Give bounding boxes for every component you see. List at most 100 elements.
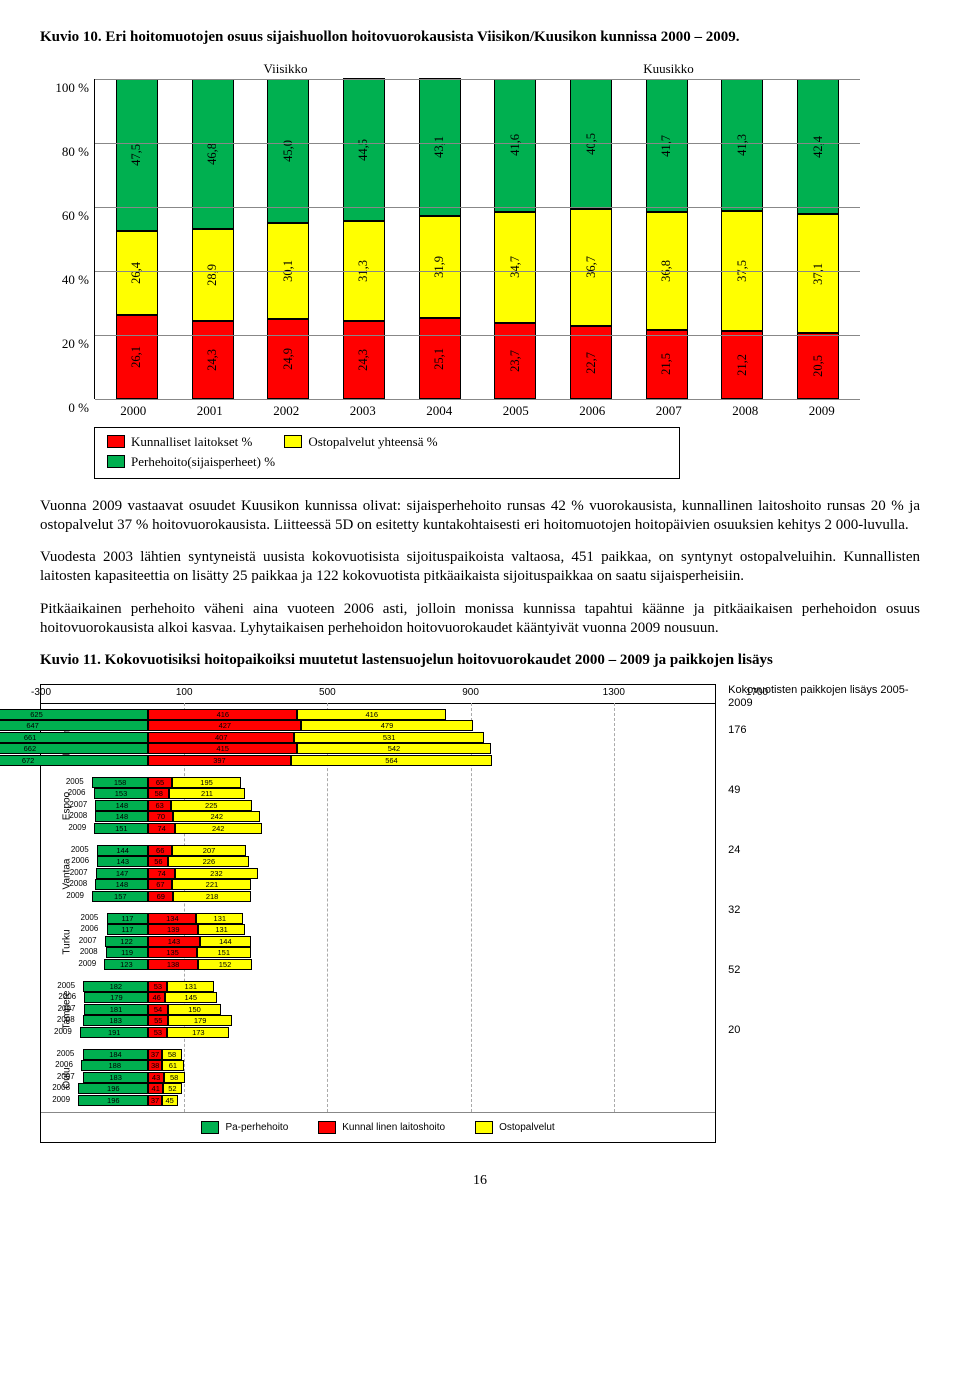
seg-yellow: 131 <box>196 913 243 924</box>
seg-red: 58 <box>148 788 169 799</box>
bar-column: 21,237,541,3 <box>707 79 779 399</box>
kuvio11-legend: Pa-perhehoitoKunnal linen laitoshoitoOst… <box>41 1112 715 1142</box>
seg-yellow: 225 <box>171 800 252 811</box>
seg-red: 69 <box>148 891 173 902</box>
x-axis-year: 2005 <box>478 403 555 419</box>
city-label: Turku <box>62 920 73 964</box>
k11-x-tick: -300 <box>31 687 51 698</box>
seg-red: 38 <box>148 1060 162 1071</box>
seg-green: 183 <box>83 1015 149 1026</box>
bar-segment-yellow: 31,9 <box>419 216 461 318</box>
x-axis-year: 2009 <box>784 403 861 419</box>
bar-column: 24,328,946,8 <box>177 79 249 399</box>
y-axis-tick: 40 % <box>45 272 89 288</box>
bar-column: 21,536,841,7 <box>631 79 703 399</box>
seg-yellow: 218 <box>173 891 251 902</box>
seg-red: 53 <box>148 981 167 992</box>
x-axis-year: 2000 <box>95 403 172 419</box>
bar-column: 25,131,943,1 <box>404 78 476 398</box>
hbar-row: 200714774232 <box>87 868 715 879</box>
seg-yellow: 150 <box>168 1004 222 1015</box>
hbar-row: 2009672397564 <box>87 755 715 766</box>
seg-red: 65 <box>148 777 171 788</box>
bar-segment-red: 20,5 <box>797 333 839 399</box>
seg-red: 37 <box>148 1095 161 1106</box>
seg-green: 182 <box>83 981 148 992</box>
seg-yellow: 416 <box>297 709 446 720</box>
k11-side-value: 49 <box>728 784 920 796</box>
hbar-row: 20051843758 <box>87 1049 715 1060</box>
year-label: 2006 <box>58 992 76 1001</box>
bar-segment-red: 26,1 <box>116 315 158 399</box>
k11-x-tick: 100 <box>176 687 193 698</box>
seg-yellow: 131 <box>198 924 245 935</box>
seg-red: 53 <box>148 1027 167 1038</box>
k11-legend-item: Pa-perhehoito <box>201 1121 288 1134</box>
k11-x-tick: 500 <box>319 687 336 698</box>
seg-green: 662 <box>0 743 148 754</box>
bar-segment-green: 43,1 <box>419 78 461 216</box>
hbar-row: 20081964152 <box>87 1083 715 1094</box>
hbar-row: 200714863225 <box>87 800 715 811</box>
seg-green: 184 <box>83 1049 149 1060</box>
year-label: 2007 <box>58 1004 76 1013</box>
seg-red: 37 <box>148 1049 161 1060</box>
year-label: 2006 <box>55 1060 73 1069</box>
seg-green: 147 <box>96 868 149 879</box>
k11-side-value: 32 <box>728 904 920 916</box>
seg-yellow: 207 <box>172 845 246 856</box>
year-label: 2008 <box>69 811 87 820</box>
city-block-vantaa: Vantaa2005144662072006143562262007147742… <box>41 840 715 908</box>
hbar-row: 2006117139131 <box>87 924 715 935</box>
seg-green: 661 <box>0 732 148 743</box>
kuvio10-title: Kuvio 10. Eri hoitomuotojen osuus sijais… <box>40 28 920 47</box>
seg-red: 416 <box>148 709 297 720</box>
seg-yellow: 145 <box>165 992 217 1003</box>
city-block-turku: Turku20051171341312006117139131200712214… <box>41 908 715 976</box>
seg-green: 117 <box>107 924 149 935</box>
seg-yellow: 242 <box>173 811 260 822</box>
bar-column: 24,331,344,5 <box>328 78 400 398</box>
bar-column: 26,126,447,5 <box>101 79 173 399</box>
seg-green: 188 <box>81 1060 148 1071</box>
x-axis-year: 2006 <box>554 403 631 419</box>
seg-green: 148 <box>95 800 148 811</box>
y-axis-tick: 60 % <box>45 208 89 224</box>
bar-column: 23,734,741,6 <box>480 79 552 399</box>
seg-red: 54 <box>148 1004 167 1015</box>
seg-green: 143 <box>97 856 148 867</box>
bar-segment-green: 42,4 <box>797 79 839 215</box>
k11-side-value: 52 <box>728 964 920 976</box>
seg-green: 625 <box>0 709 148 720</box>
x-axis-year: 2004 <box>401 403 478 419</box>
seg-green: 157 <box>92 891 148 902</box>
year-label: 2005 <box>57 981 75 990</box>
seg-red: 66 <box>148 845 172 856</box>
year-label: 2005 <box>81 913 99 922</box>
seg-green: 117 <box>107 913 149 924</box>
year-label: 2007 <box>69 800 87 809</box>
seg-green: 672 <box>0 755 148 766</box>
year-label: 2005 <box>57 1049 75 1058</box>
kuvio11-side-panel: Kokovuotisten paikkojen lisäys 2005-2009… <box>728 684 920 1084</box>
bar-segment-green: 44,5 <box>343 78 385 220</box>
seg-red: 407 <box>148 732 294 743</box>
year-label: 2009 <box>52 1095 70 1104</box>
year-label: 2008 <box>57 1015 75 1024</box>
kuvio11-chart: -30010050090013001700Helsinki20056254164… <box>40 684 920 1143</box>
hbar-row: 200915769218 <box>87 891 715 902</box>
bar-segment-red: 24,3 <box>192 321 234 399</box>
seg-green: 196 <box>78 1083 148 1094</box>
seg-yellow: 45 <box>162 1095 178 1106</box>
seg-red: 138 <box>148 959 197 970</box>
para-3b: Lyhytaikaisen perhehoidon hoitovuorokaud… <box>240 620 719 636</box>
x-axis-year: 2002 <box>248 403 325 419</box>
seg-green: 122 <box>105 936 149 947</box>
bar-column: 22,736,740,5 <box>555 79 627 399</box>
seg-yellow: 221 <box>172 879 251 890</box>
x-axis-year: 2008 <box>707 403 784 419</box>
bar-segment-green: 41,7 <box>646 79 688 212</box>
hbar-row: 20091963745 <box>87 1095 715 1106</box>
hbar-row: 200915174242 <box>87 823 715 834</box>
hbar-row: 2005625416416 <box>87 709 715 720</box>
